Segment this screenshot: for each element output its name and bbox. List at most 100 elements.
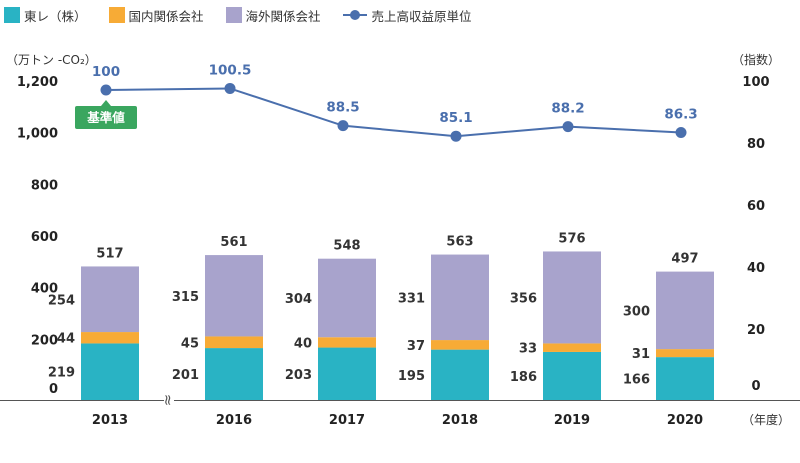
intensity-value-label: 88.5 (326, 100, 359, 116)
axes-layer: ≈02004006008001,0001,200020406080100（万トン… (0, 52, 800, 428)
bar-segment (431, 349, 489, 400)
segment-value-label: 203 (285, 368, 312, 383)
y2-axis-title: （指数） (732, 52, 780, 67)
intensity-point (337, 120, 349, 132)
intensity-point (675, 126, 687, 138)
segment-value-label: 45 (181, 336, 199, 351)
bar-segment (543, 251, 601, 344)
annotation-label: 基準値 (86, 110, 125, 125)
legend-swatch-domestic (108, 7, 125, 23)
legend-label-toray: 東レ（株） (24, 8, 87, 24)
bar-segment (205, 336, 263, 349)
intensity-value-label: 100 (92, 64, 120, 80)
line-layer: 基準値 (75, 82, 687, 142)
segment-value-label: 40 (294, 336, 312, 351)
segment-value-label: 356 (510, 291, 537, 306)
bar-segment (318, 258, 376, 338)
y2-tick-label: 60 (747, 199, 765, 214)
y-tick-label: 200 (31, 333, 58, 348)
legend-item-intensity: 売上高収益原単位 (342, 6, 472, 25)
segment-value-label: 201 (172, 368, 199, 383)
bar-segment (431, 340, 489, 350)
y-tick-label: 1,200 (17, 75, 58, 90)
segment-value-label: 195 (398, 369, 425, 384)
legend-label-domestic: 国内関係会社 (128, 8, 204, 24)
bar-total-label: 548 (333, 239, 360, 254)
legend-label-overseas: 海外関係会社 (245, 8, 321, 24)
bar-total-label: 576 (558, 231, 585, 246)
intensity-point (450, 130, 462, 142)
axis-break-gap (164, 393, 174, 409)
axis-break-symbol: ≈ (159, 394, 177, 407)
bar-segment (205, 255, 263, 337)
bar-total-label: 563 (446, 235, 473, 250)
intensity-value-label: 86.3 (664, 106, 697, 122)
bar-segment (656, 349, 714, 358)
legend-swatch-overseas (225, 7, 242, 23)
legend-item-toray: 東レ（株） (4, 6, 87, 25)
bar-segment (318, 347, 376, 400)
bar-total-label: 517 (96, 246, 123, 261)
bar-segment (318, 337, 376, 348)
bar-segment (656, 357, 714, 400)
y-tick-label: 1,000 (17, 127, 58, 142)
segment-value-label: 37 (407, 339, 425, 354)
bar-total-label: 561 (220, 235, 247, 250)
y2-tick-label: 20 (747, 323, 765, 338)
y-tick-label: 400 (31, 282, 58, 297)
segment-value-label: 166 (623, 373, 650, 388)
bar-segment (81, 332, 139, 344)
x-tick-label: 2017 (329, 413, 365, 428)
y2-tick-label: 80 (747, 137, 765, 152)
intensity-line (105, 87, 682, 138)
bar-segment (81, 266, 139, 333)
x-tick-label: 2018 (442, 413, 478, 428)
y-tick-label: 800 (31, 178, 58, 193)
y-tick-label: 600 (31, 230, 58, 245)
segment-value-label: 186 (510, 370, 537, 385)
legend-item-overseas: 海外関係会社 (225, 6, 321, 25)
bars-layer (81, 251, 714, 400)
bar-segment (543, 343, 601, 352)
legend-label-intensity: 売上高収益原単位 (371, 8, 472, 24)
intensity-point (562, 121, 574, 133)
annotation-box (75, 106, 137, 129)
y2-tick-label: 100 (742, 75, 769, 90)
x-tick-label: 2019 (554, 413, 590, 428)
intensity-value-label: 100.5 (209, 62, 252, 78)
y2-tick-label: 40 (747, 261, 765, 276)
x-tick-label: 2013 (92, 413, 128, 428)
bar-segment (81, 343, 139, 400)
intensity-point (224, 82, 236, 94)
x-axis-title: （年度） (742, 412, 790, 427)
segment-value-label: 315 (172, 290, 199, 305)
bar-segment (431, 254, 489, 341)
legend-swatch-toray (4, 7, 20, 23)
legend: 東レ（株） 国内関係会社 海外関係会社 売上高収益原単位 (4, 4, 494, 26)
intensity-value-label: 88.2 (551, 101, 584, 117)
annotation-pointer (101, 100, 111, 106)
bar-segment (205, 348, 263, 400)
segment-value-label: 254 (48, 293, 75, 308)
legend-item-domestic: 国内関係会社 (108, 6, 204, 25)
segment-value-label: 33 (519, 342, 537, 357)
y-tick-label: 0 (49, 382, 58, 397)
y2-tick-label: 0 (751, 379, 760, 394)
bar-segment (543, 351, 601, 400)
bar-total-label: 497 (671, 252, 698, 267)
segment-value-label: 300 (623, 304, 650, 319)
labels-layer: 219 44 254 517 201 45 315 561 203 40 304 548 195 37 33… (48, 62, 699, 387)
y-axis-title: （万トン -CO₂） (6, 53, 97, 67)
legend-marker-intensity (342, 7, 367, 23)
segment-value-label: 331 (398, 291, 425, 306)
segment-value-label: 31 (632, 347, 650, 362)
bar-segment (656, 271, 714, 350)
x-tick-label: 2016 (216, 413, 252, 428)
intensity-value-label: 85.1 (439, 110, 472, 126)
segment-value-label: 304 (285, 292, 312, 307)
intensity-point (100, 84, 112, 96)
segment-value-label: 44 (57, 332, 75, 347)
x-tick-label: 2020 (667, 413, 703, 428)
segment-value-label: 219 (48, 366, 75, 381)
